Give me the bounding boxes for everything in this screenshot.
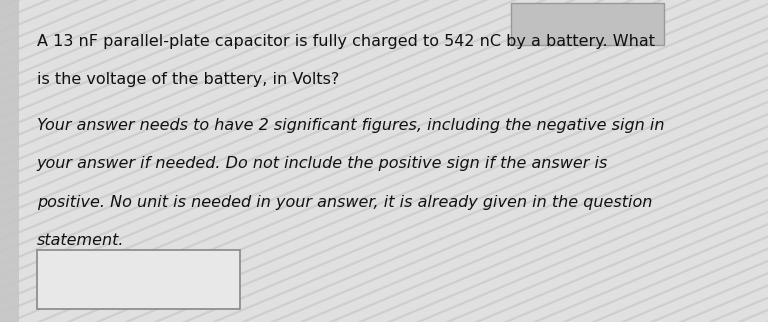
Text: is the voltage of the battery, in Volts?: is the voltage of the battery, in Volts? [37, 72, 339, 88]
Text: A 13 nF parallel-plate capacitor is fully charged to 542 nC by a battery. What: A 13 nF parallel-plate capacitor is full… [37, 34, 655, 49]
Bar [37, 250, 240, 309]
Text: statement.: statement. [37, 233, 124, 249]
Bar [0, 0, 19, 322]
Bar [19, 6, 403, 242]
Text: your answer if needed. Do not include the positive sign if the answer is: your answer if needed. Do not include th… [37, 156, 608, 171]
Text: Your answer needs to have 2 significant figures, including the negative sign in: Your answer needs to have 2 significant … [37, 118, 664, 133]
Bar [511, 3, 664, 45]
Text: positive. No unit is needed in your answer, it is already given in the question: positive. No unit is needed in your answ… [37, 195, 652, 210]
